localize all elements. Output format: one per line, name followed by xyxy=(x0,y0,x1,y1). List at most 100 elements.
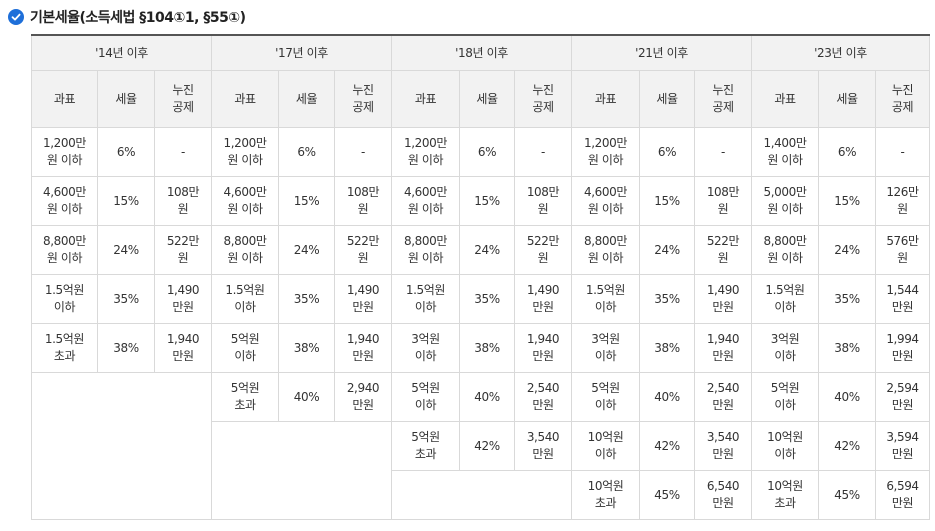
tax-rate-cell: 24% xyxy=(97,225,155,275)
deduction-cell: 3,540 만원 xyxy=(694,421,752,471)
table-row: 1.5억원 이하 35% 1,490 만원 1.5억원 이하 35% 1,490 만원 1.5억원 이… xyxy=(31,274,930,324)
tax-base-cell: 1,400만 원 이하 xyxy=(751,127,819,177)
deduction-cell: - xyxy=(334,127,392,177)
column-header: 누진 공제 xyxy=(694,70,752,128)
column-header: 세율 xyxy=(459,70,515,128)
deduction-cell: 108만 원 xyxy=(334,176,392,226)
column-header: 과표 xyxy=(31,70,98,128)
table-row: 8,800만 원 이하 24% 522만 원 8,800만 원 이하 24% 522만 원 8,80… xyxy=(31,225,930,275)
empty-cell xyxy=(31,372,212,520)
deduction-cell: - xyxy=(514,127,572,177)
deduction-cell: 3,540 만원 xyxy=(514,421,572,471)
deduction-cell: 1,940 만원 xyxy=(694,323,752,373)
tax-base-cell: 10억원 이하 xyxy=(751,421,819,471)
column-header: 세율 xyxy=(97,70,155,128)
tax-base-cell: 1.5억원 초과 xyxy=(31,323,98,373)
section-title: 기본세율(소득세법 §104①1, §55①) xyxy=(30,10,246,26)
table-row: 10억원 초과 45% 6,540 만원 10억원 초과 45% 6,594 만원 xyxy=(32,470,930,520)
tax-base-cell: 4,600만 원 이하 xyxy=(391,176,460,226)
tax-rate-cell: 42% xyxy=(818,421,876,471)
tax-base-cell: 1,200만 원 이하 xyxy=(211,127,279,177)
tax-base-cell: 1.5억원 이하 xyxy=(31,274,98,324)
tax-rate-cell: 40% xyxy=(818,372,876,422)
deduction-cell: 6,594 만원 xyxy=(875,470,930,520)
tax-rate-cell: 15% xyxy=(639,176,695,226)
tax-rate-cell: 6% xyxy=(97,127,155,177)
tax-rate-cell: 38% xyxy=(459,323,515,373)
deduction-cell: 108만 원 xyxy=(514,176,572,226)
table-row: 4,600만 원 이하 15% 108만 원 4,600만 원 이하 15% 108만 원 4,60… xyxy=(31,176,930,226)
column-header: 누진 공제 xyxy=(334,70,392,128)
tax-base-cell: 3억원 이하 xyxy=(391,323,460,373)
deduction-cell: 522만 원 xyxy=(154,225,212,275)
tax-base-cell: 1,200만 원 이하 xyxy=(391,127,460,177)
tax-rate-cell: 15% xyxy=(818,176,876,226)
deduction-cell: - xyxy=(694,127,752,177)
tax-base-cell: 1.5억원 이하 xyxy=(391,274,460,324)
tax-base-cell: 8,800만 원 이하 xyxy=(571,225,640,275)
column-header: 과표 xyxy=(751,70,819,128)
tax-rate-cell: 38% xyxy=(818,323,876,373)
column-header-row: 과표 세율 누진 공제 과표 세율 누진 공제 과표 세율 누진 공제 과표 세율 누진 공제 과표 세율 누진 공제 xyxy=(31,70,930,128)
tax-rate-cell: 6% xyxy=(818,127,876,177)
tax-rate-cell: 38% xyxy=(639,323,695,373)
tax-base-cell: 10억원 초과 xyxy=(751,470,819,520)
tax-base-cell: 8,800만 원 이하 xyxy=(751,225,819,275)
deduction-cell: 522만 원 xyxy=(514,225,572,275)
deduction-cell: 1,490 만원 xyxy=(334,274,392,324)
column-header: 세율 xyxy=(818,70,876,128)
section-heading: 기본세율(소득세법 §104①1, §55①) xyxy=(8,7,246,27)
deduction-cell: 522만 원 xyxy=(334,225,392,275)
tax-rate-cell: 15% xyxy=(97,176,155,226)
period-header: '18년 이후 xyxy=(391,34,572,71)
tax-rate-cell: 45% xyxy=(818,470,876,520)
tax-base-cell: 10억원 초과 xyxy=(571,470,640,520)
deduction-cell: 2,940 만원 xyxy=(334,372,392,422)
tax-rate-cell: 35% xyxy=(97,274,155,324)
deduction-cell: 1,490 만원 xyxy=(514,274,572,324)
tax-rate-cell: 35% xyxy=(278,274,335,324)
deduction-cell: 1,490 만원 xyxy=(694,274,752,324)
column-header: 누진 공제 xyxy=(875,70,930,128)
deduction-cell: 1,940 만원 xyxy=(514,323,572,373)
tax-rate-table: '14년 이후 '17년 이후 '18년 이후 '21년 이후 '23년 이후 과표 세율 누… xyxy=(31,34,930,520)
deduction-cell: 576만 원 xyxy=(875,225,930,275)
table-row: 1,200만 원 이하 6% -1,200만 원 이하 6% -1,200만 원 이하 6% -1… xyxy=(31,127,930,177)
deduction-cell: 2,594 만원 xyxy=(875,372,930,422)
deduction-cell: 522만 원 xyxy=(694,225,752,275)
tax-base-cell: 5억원 이하 xyxy=(571,372,640,422)
tax-base-cell: 1.5억원 이하 xyxy=(751,274,819,324)
tax-rate-cell: 15% xyxy=(278,176,335,226)
deduction-cell: 1,940 만원 xyxy=(334,323,392,373)
tax-rate-cell: 24% xyxy=(278,225,335,275)
tax-rate-cell: 40% xyxy=(459,372,515,422)
tax-base-cell: 1.5억원 이하 xyxy=(571,274,640,324)
tax-base-cell: 5억원 이하 xyxy=(211,323,279,373)
period-header: '17년 이후 xyxy=(211,34,392,71)
tax-rate-cell: 38% xyxy=(97,323,155,373)
deduction-cell: 1,544 만원 xyxy=(875,274,930,324)
table-row: 1.5억원 초과 38% 1,940 만원 5억원 이하 38% 1,940 만원 3억원 이하 38%… xyxy=(31,323,930,373)
deduction-cell: - xyxy=(154,127,212,177)
tax-base-cell: 4,600만 원 이하 xyxy=(31,176,98,226)
tax-base-cell: 1,200만 원 이하 xyxy=(31,127,98,177)
deduction-cell: 3,594 만원 xyxy=(875,421,930,471)
tax-rate-cell: 42% xyxy=(459,421,515,471)
period-header: '21년 이후 xyxy=(571,34,752,71)
column-header: 과표 xyxy=(571,70,640,128)
empty-cell xyxy=(211,421,392,520)
tax-base-cell: 4,600만 원 이하 xyxy=(571,176,640,226)
tax-rate-cell: 24% xyxy=(639,225,695,275)
deduction-cell: 108만 원 xyxy=(154,176,212,226)
tax-rate-cell: 6% xyxy=(639,127,695,177)
deduction-cell: 108만 원 xyxy=(694,176,752,226)
tax-base-cell: 3억원 이하 xyxy=(571,323,640,373)
tax-rate-cell: 42% xyxy=(639,421,695,471)
tax-base-cell: 3억원 이하 xyxy=(751,323,819,373)
tax-base-cell: 4,600만 원 이하 xyxy=(211,176,279,226)
empty-cell xyxy=(391,470,572,520)
tax-rate-cell: 24% xyxy=(459,225,515,275)
tax-base-cell: 8,800만 원 이하 xyxy=(31,225,98,275)
deduction-cell: 126만 원 xyxy=(875,176,930,226)
period-header: '23년 이후 xyxy=(751,34,930,71)
